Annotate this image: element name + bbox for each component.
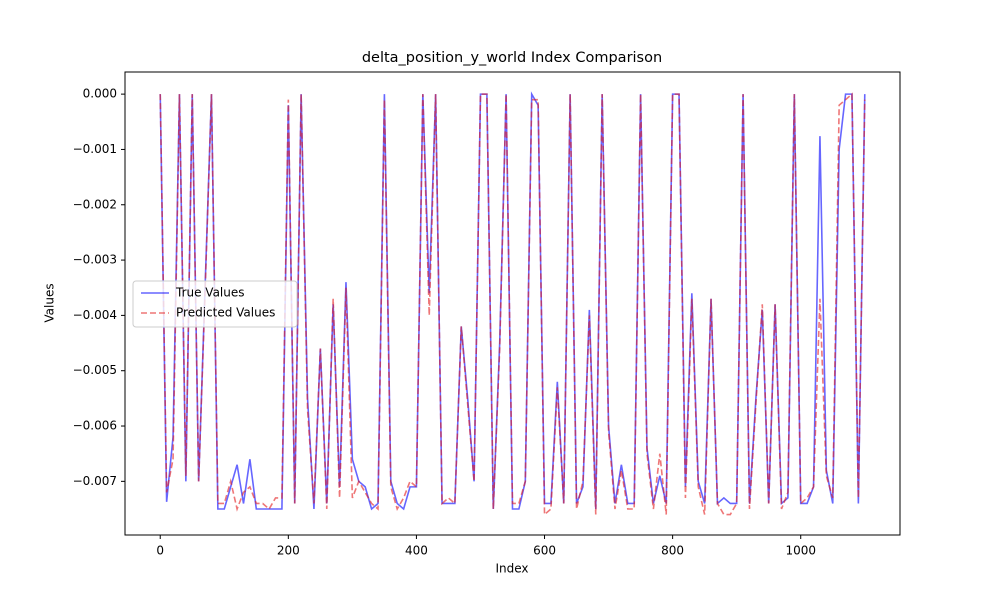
x-tick-label: 400 [405, 544, 428, 558]
x-tick-label: 0 [156, 544, 164, 558]
y-tick-label: −0.002 [73, 197, 117, 211]
y-tick-label: −0.005 [73, 363, 117, 377]
y-tick-label: −0.003 [73, 253, 117, 267]
y-axis-label: Values [43, 283, 57, 322]
y-tick-label: −0.004 [73, 308, 117, 322]
series-line [159, 92, 866, 517]
x-axis-label: Index [495, 562, 528, 576]
y-tick-label: −0.001 [73, 142, 117, 156]
y-tick-label: 0.000 [83, 87, 117, 101]
x-tick-label: 800 [661, 544, 684, 558]
y-tick-label: −0.006 [73, 419, 117, 433]
plot-frame [124, 71, 901, 536]
legend-box [132, 280, 298, 328]
x-tick-label: 1000 [785, 544, 816, 558]
legend-label: Predicted Values [176, 306, 275, 320]
chart-title: delta_position_y_world Index Comparison [362, 50, 662, 66]
y-tick-label: −0.007 [73, 474, 117, 488]
x-tick-label: 600 [533, 544, 556, 558]
legend-label: True Values [175, 286, 245, 300]
x-tick-label: 200 [277, 544, 300, 558]
